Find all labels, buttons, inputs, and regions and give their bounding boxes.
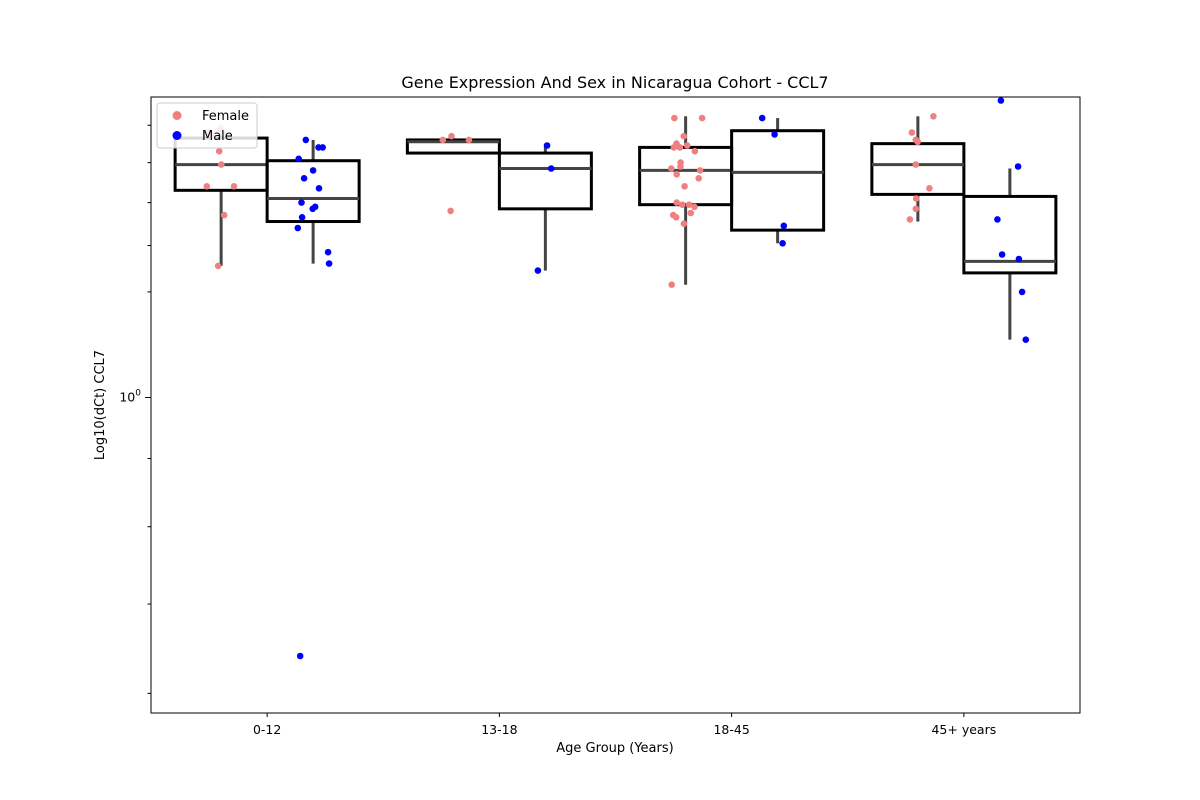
point-female bbox=[691, 147, 699, 155]
legend-marker-female bbox=[172, 111, 182, 120]
point-female bbox=[912, 161, 920, 168]
point-female bbox=[670, 144, 678, 151]
point-male bbox=[300, 175, 308, 182]
point-male bbox=[1018, 288, 1026, 296]
chart-title: Gene Expression And Sex in Nicaragua Coh… bbox=[401, 73, 828, 92]
point-female bbox=[680, 132, 688, 140]
box-body bbox=[497, 151, 593, 211]
point-male bbox=[302, 136, 310, 144]
point-male bbox=[1014, 163, 1022, 170]
point-female bbox=[680, 220, 688, 227]
y-axis-label: Log10(dCt) CCL7 bbox=[93, 350, 108, 460]
point-male bbox=[324, 248, 332, 256]
point-female bbox=[696, 167, 704, 174]
point-male bbox=[1022, 336, 1030, 344]
point-female bbox=[203, 183, 211, 190]
point-female bbox=[465, 136, 473, 144]
y-tick-label: 100 bbox=[119, 388, 141, 404]
point-female bbox=[683, 142, 691, 149]
box-body bbox=[265, 159, 361, 224]
point-male bbox=[771, 131, 778, 138]
legend-frame bbox=[156, 102, 258, 149]
x-tick-label: 45+ years bbox=[931, 722, 996, 737]
point-female bbox=[668, 281, 675, 289]
plot-frame bbox=[150, 96, 1081, 714]
point-female bbox=[668, 165, 675, 172]
point-female bbox=[698, 114, 706, 122]
point-female bbox=[448, 132, 455, 140]
point-male bbox=[294, 224, 302, 232]
point-female bbox=[673, 171, 680, 178]
point-female bbox=[677, 163, 684, 170]
point-female bbox=[691, 203, 698, 211]
point-female bbox=[685, 201, 693, 208]
box-male-4 bbox=[962, 97, 1058, 344]
point-male bbox=[534, 267, 542, 274]
point-female bbox=[914, 138, 921, 146]
point-female bbox=[695, 175, 702, 182]
box-male-3 bbox=[730, 114, 826, 247]
point-female bbox=[671, 114, 678, 122]
point-female bbox=[218, 161, 225, 168]
point-female bbox=[912, 205, 920, 213]
point-female bbox=[908, 129, 916, 136]
point-male bbox=[309, 167, 317, 174]
point-male bbox=[997, 97, 1005, 104]
point-female bbox=[230, 183, 238, 190]
point-female bbox=[687, 209, 695, 217]
legend-label-male: Male bbox=[202, 129, 233, 144]
point-male bbox=[780, 222, 788, 230]
point-female bbox=[672, 214, 680, 221]
point-male bbox=[295, 155, 303, 163]
x-tick-label: 18-45 bbox=[713, 722, 749, 737]
point-male bbox=[298, 214, 306, 221]
point-male bbox=[998, 251, 1006, 258]
point-male bbox=[543, 142, 551, 149]
point-male bbox=[758, 114, 766, 122]
legend: Female Male bbox=[156, 102, 258, 149]
box-female-4 bbox=[870, 113, 966, 223]
point-female bbox=[439, 136, 447, 144]
legend-label-female: Female bbox=[202, 109, 249, 124]
x-tick-label: 0-12 bbox=[253, 722, 281, 737]
point-female bbox=[215, 147, 223, 155]
legend-marker-male bbox=[172, 131, 182, 140]
box-body bbox=[962, 194, 1058, 275]
box-body bbox=[730, 129, 826, 232]
point-female bbox=[214, 262, 222, 270]
point-female bbox=[673, 199, 680, 206]
point-female bbox=[912, 195, 920, 202]
point-female bbox=[930, 113, 937, 120]
axes: 0-12 13-18 18-45 45+ years 100 bbox=[119, 124, 996, 737]
x-tick-label: 13-18 bbox=[481, 722, 517, 737]
point-male bbox=[315, 144, 322, 151]
point-male bbox=[779, 240, 786, 247]
box-female-3 bbox=[638, 114, 734, 289]
point-female bbox=[447, 207, 454, 215]
point-male bbox=[296, 652, 304, 660]
box-female-2 bbox=[405, 132, 501, 215]
point-male bbox=[994, 216, 1001, 223]
box-body bbox=[405, 138, 501, 155]
point-female bbox=[926, 185, 933, 192]
point-female bbox=[220, 211, 228, 219]
point-male bbox=[309, 205, 317, 213]
box-male-2 bbox=[497, 142, 593, 274]
point-female bbox=[906, 216, 914, 223]
x-axis-label: Age Group (Years) bbox=[556, 741, 673, 756]
point-male bbox=[547, 165, 555, 172]
point-male bbox=[298, 199, 305, 206]
box-male-1 bbox=[265, 136, 361, 660]
plot-area bbox=[173, 97, 1058, 660]
point-female bbox=[681, 183, 688, 190]
point-female bbox=[679, 201, 686, 208]
point-male bbox=[1015, 255, 1023, 263]
point-female bbox=[676, 144, 684, 151]
point-male bbox=[325, 260, 333, 267]
point-male bbox=[315, 185, 323, 192]
